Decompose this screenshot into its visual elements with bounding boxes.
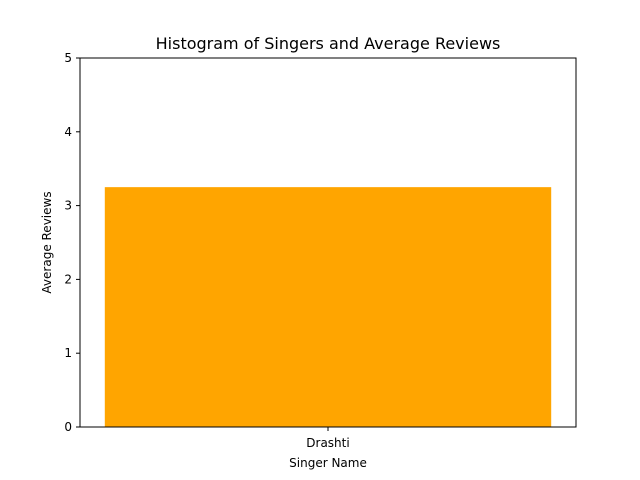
bars-group	[104, 187, 552, 427]
x-axis: Drashti	[306, 427, 350, 450]
chart-title: Histogram of Singers and Average Reviews	[156, 34, 501, 53]
y-axis-label: Average Reviews	[40, 191, 54, 293]
y-tick-label: 3	[64, 199, 72, 213]
plot-frame	[79, 57, 577, 428]
y-tick-label: 4	[64, 125, 72, 139]
y-tick-label: 1	[64, 346, 72, 360]
x-axis-label: Singer Name	[289, 456, 367, 470]
bar-drashti	[104, 187, 552, 427]
y-tick-label: 0	[64, 420, 72, 434]
y-axis: 0 1 2 3 4 5	[64, 51, 80, 434]
y-tick-label: 5	[64, 51, 72, 65]
x-tick-label: Drashti	[306, 436, 349, 450]
y-tick-label: 2	[64, 272, 72, 286]
